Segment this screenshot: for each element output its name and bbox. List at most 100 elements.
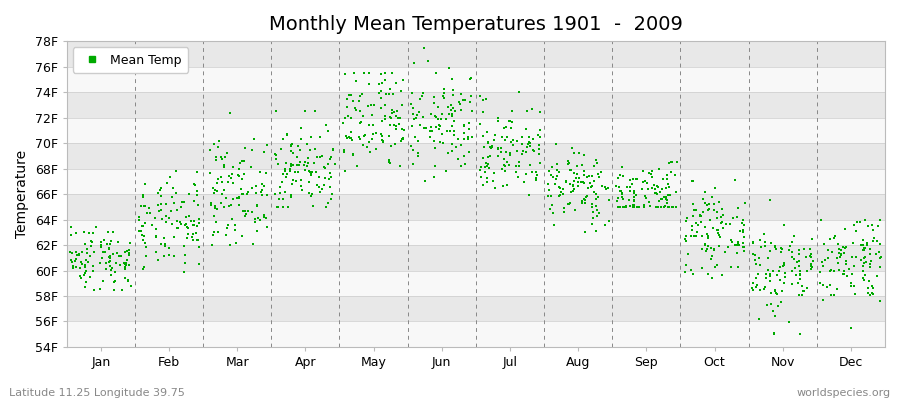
Point [479,96,493,102]
Point [369,146,383,152]
Point [724,264,738,270]
Point [842,266,856,272]
Point [150,190,165,196]
Point [482,165,496,171]
Point [562,181,577,188]
Point [269,156,284,162]
Point [428,124,443,130]
Point [317,164,331,171]
Point [268,190,283,197]
Point [148,233,163,240]
Point [114,253,129,259]
Point [862,251,877,257]
Point [679,236,693,242]
Point [488,185,502,192]
Point [873,216,887,223]
Point [853,218,868,225]
Point [694,213,708,219]
Point [428,112,443,119]
Point [208,205,222,211]
Point [256,212,271,219]
Point [549,161,563,168]
Point [567,150,581,156]
Point [346,97,360,104]
Point [499,137,513,143]
Point [303,146,318,153]
Point [719,221,733,227]
Point [499,149,513,156]
Point [669,189,683,195]
Point [865,283,879,289]
Point [186,222,201,228]
Point [764,240,778,246]
Point [293,136,308,142]
Point [118,266,132,272]
Point [785,249,799,256]
Point [529,172,544,178]
Point [342,92,356,98]
Point [766,308,780,315]
Point [245,146,259,153]
Point [503,150,517,156]
Point [77,262,92,269]
Point [636,202,651,208]
Point [284,141,299,147]
Point [169,189,184,196]
Point [272,196,286,202]
Point [103,253,117,260]
Point [211,144,225,150]
Point [356,113,371,120]
Point [191,202,205,208]
Point [204,200,219,206]
Point [773,277,788,284]
Point [587,189,601,196]
Point [746,250,760,257]
Point [122,250,137,257]
Point [93,286,107,293]
Point [591,194,606,200]
Point [518,179,532,185]
Point [554,188,568,195]
Point [793,268,807,274]
Point [664,159,679,165]
Point [273,184,287,190]
Point [158,253,172,260]
Point [396,135,410,142]
Point [105,229,120,236]
Point [278,189,293,195]
Point [758,243,772,250]
Point [498,167,512,174]
Point [219,232,233,238]
Point [387,122,401,128]
Point [278,168,293,174]
Point [428,70,443,76]
Point [339,104,354,110]
Point [464,93,478,99]
Point [670,159,684,165]
Point [104,271,119,278]
Point [615,191,629,198]
Point [870,238,885,244]
Point [215,178,230,185]
Point [714,214,728,220]
Point [457,130,472,136]
Point [107,279,122,285]
Point [856,237,870,243]
Point [245,184,259,191]
Point [276,171,291,177]
Point [367,102,382,108]
Point [378,116,392,122]
Point [847,263,861,269]
Point [148,226,163,232]
Point [626,176,640,183]
Point [444,102,458,108]
Point [177,268,192,275]
Point [648,190,662,196]
Point [857,247,871,253]
Point [658,203,672,210]
Point [495,134,509,140]
Point [210,188,224,194]
Point [458,160,473,167]
Point [867,235,881,242]
Point [457,152,472,159]
